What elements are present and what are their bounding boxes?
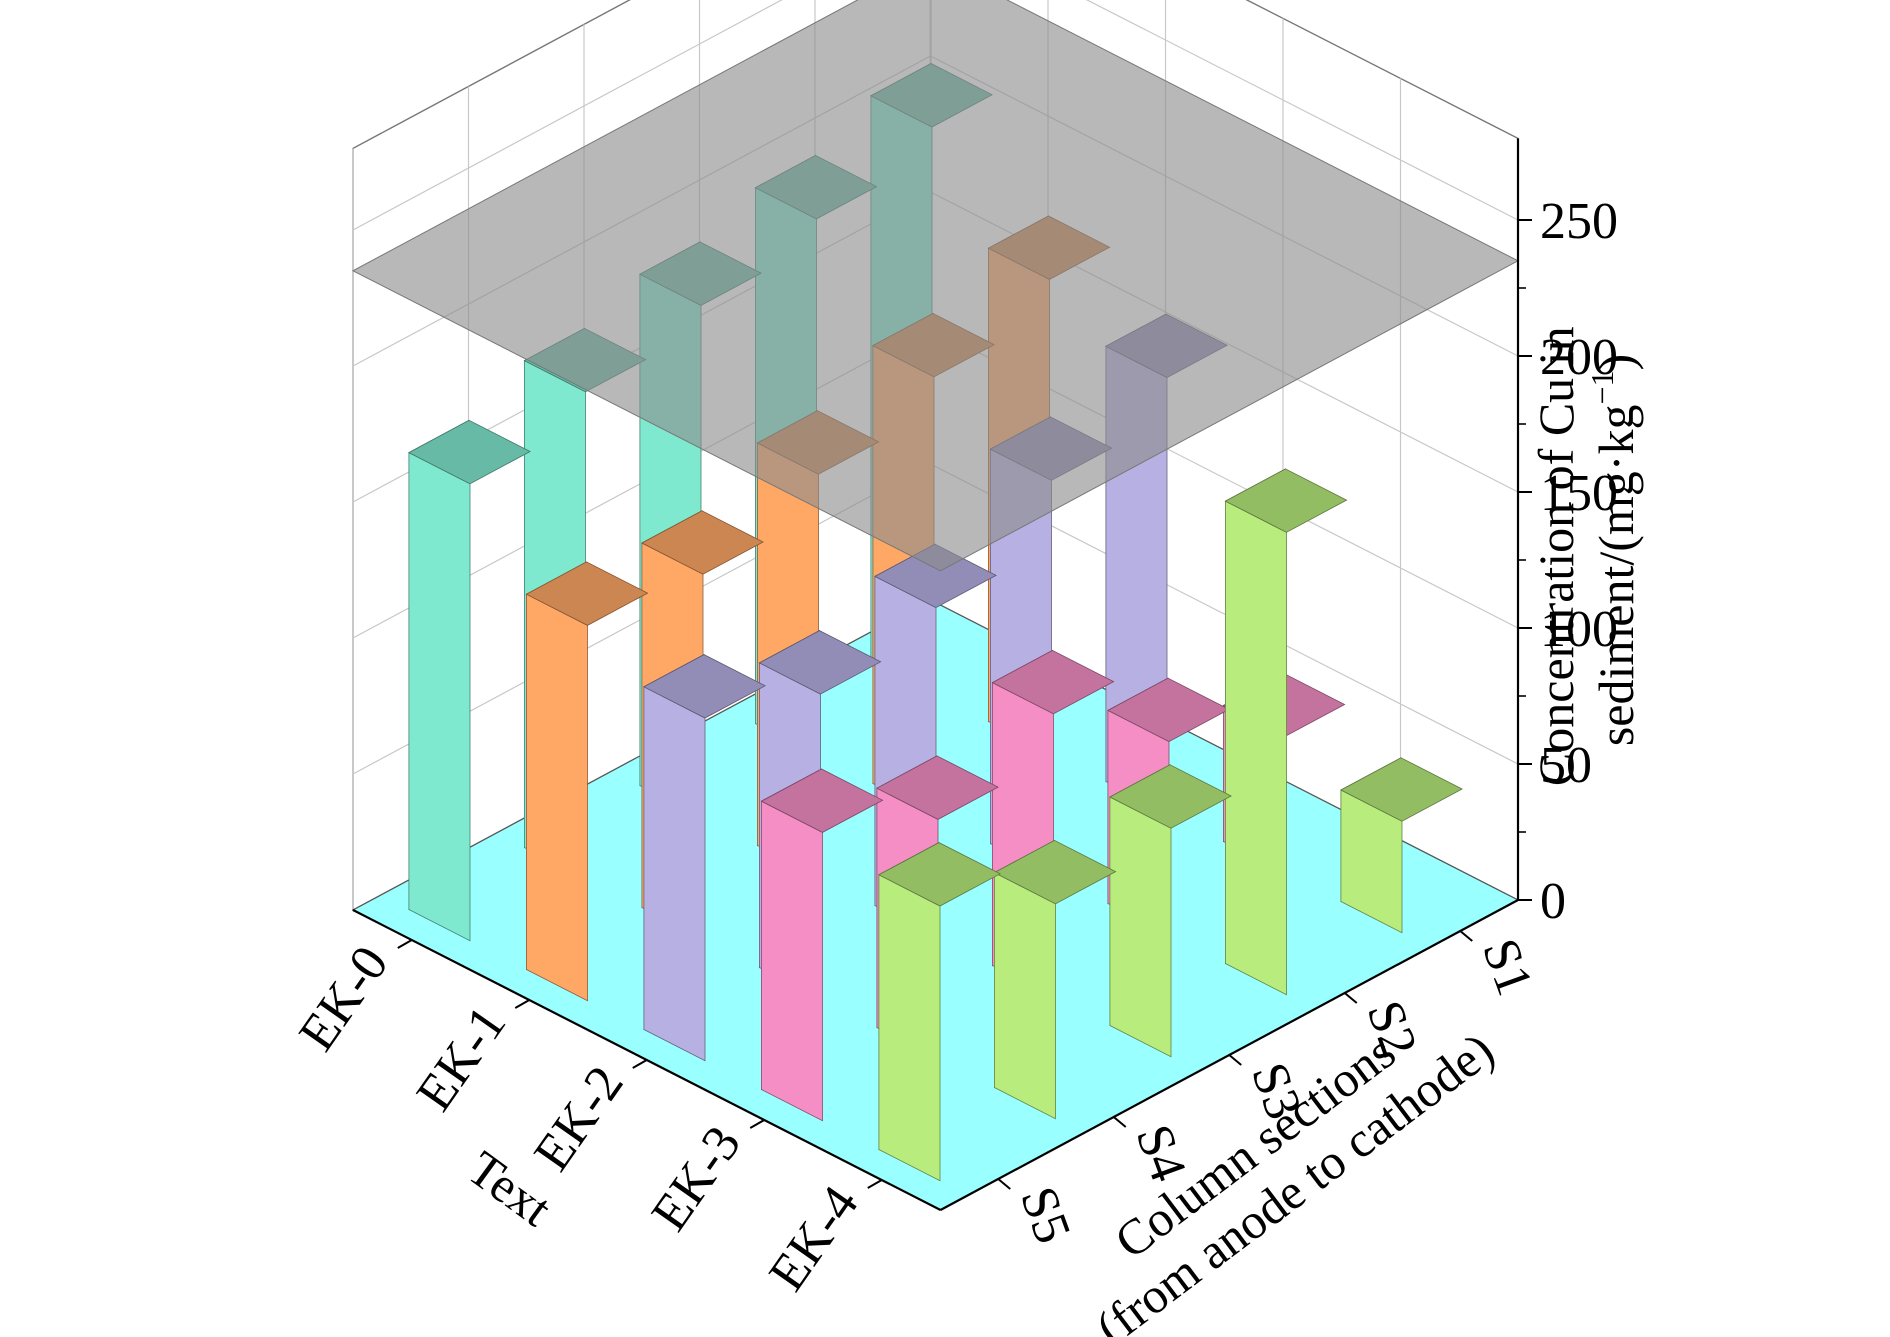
y-tick xyxy=(1228,1054,1242,1066)
bar-face-front xyxy=(994,871,1056,1120)
z-tick-label: 0 xyxy=(1540,873,1566,930)
x-tick-label-EK-1: EK-1 xyxy=(406,996,517,1121)
wall-gridline-z xyxy=(352,0,1519,231)
bar-EK-4-S5 xyxy=(878,841,1001,1182)
x-tick-label-EK-4: EK-4 xyxy=(758,1176,869,1301)
bar-face-top xyxy=(1224,468,1348,533)
bar-face-top xyxy=(758,630,882,695)
y-tick-label-S1: S1 xyxy=(1471,932,1543,1003)
bar-face-front xyxy=(878,874,941,1182)
bar-face-top xyxy=(525,561,649,626)
bar-face-top xyxy=(993,839,1117,905)
x-tick xyxy=(632,1059,648,1069)
bar-EK-4-S1 xyxy=(1340,757,1463,934)
bar-face-front xyxy=(1109,796,1172,1058)
bar-face-top xyxy=(878,842,1001,907)
bar-face-top xyxy=(760,768,884,833)
y-tick xyxy=(997,1178,1011,1190)
bar-EK-1-S5 xyxy=(525,561,649,1002)
bar-face-front xyxy=(1225,500,1287,996)
x-tick xyxy=(867,1179,883,1189)
y-tick xyxy=(1344,992,1358,1004)
z-tick-label: 200 xyxy=(1540,329,1618,386)
z-axis-title-line2-main: sediment/(mg·kg xyxy=(1588,405,1644,747)
x-tick xyxy=(514,999,530,1009)
z-tick-label: 250 xyxy=(1540,193,1618,250)
z-axis-title-line2-end: ) xyxy=(1588,354,1644,371)
bar-EK-4-S4 xyxy=(993,839,1117,1120)
bar-face-front xyxy=(643,686,706,1062)
y-tick xyxy=(1113,1116,1127,1128)
bar-EK-3-S5 xyxy=(760,768,884,1122)
bar-face-top xyxy=(991,649,1115,715)
z-axis-title-line1: Concentration of Cu in xyxy=(1528,326,1584,786)
bar-EK-4-S2 xyxy=(1224,468,1348,996)
bar-face-top xyxy=(1340,757,1463,822)
x-tick xyxy=(397,939,413,949)
bar-face-top xyxy=(408,419,531,485)
bar-face-top xyxy=(643,654,766,719)
bar-face-top xyxy=(641,510,764,575)
y-tick xyxy=(1459,930,1473,942)
bar-face-front xyxy=(526,593,588,1002)
z-tick-label: 50 xyxy=(1540,737,1592,794)
z-axis-title: Concentration of Cu in sediment/(mg·kg−1… xyxy=(1528,314,1644,786)
bar-face-top xyxy=(876,755,999,820)
bar-EK-0-S5 xyxy=(408,419,531,942)
x-tick xyxy=(749,1119,765,1129)
z-axis-title-line2-sup: −1 xyxy=(1584,371,1620,405)
x-tick-label-EK-0: EK-0 xyxy=(288,936,399,1061)
z-axis-title-line2: sediment/(mg·kg−1) xyxy=(1584,354,1644,746)
z-tick-label: 100 xyxy=(1540,601,1618,658)
bar-face-top xyxy=(1109,764,1232,829)
x-tick-label-EK-2: EK-2 xyxy=(523,1056,634,1181)
bar-face-front xyxy=(761,800,823,1122)
bar-EK-2-S5 xyxy=(643,653,766,1062)
bar-EK-4-S3 xyxy=(1109,764,1232,1058)
y-tick-label-S5: S5 xyxy=(1009,1180,1081,1251)
z-tick-label: 150 xyxy=(1540,465,1618,522)
bar-face-front xyxy=(408,451,471,942)
x-tick-label-EK-3: EK-3 xyxy=(641,1116,752,1241)
